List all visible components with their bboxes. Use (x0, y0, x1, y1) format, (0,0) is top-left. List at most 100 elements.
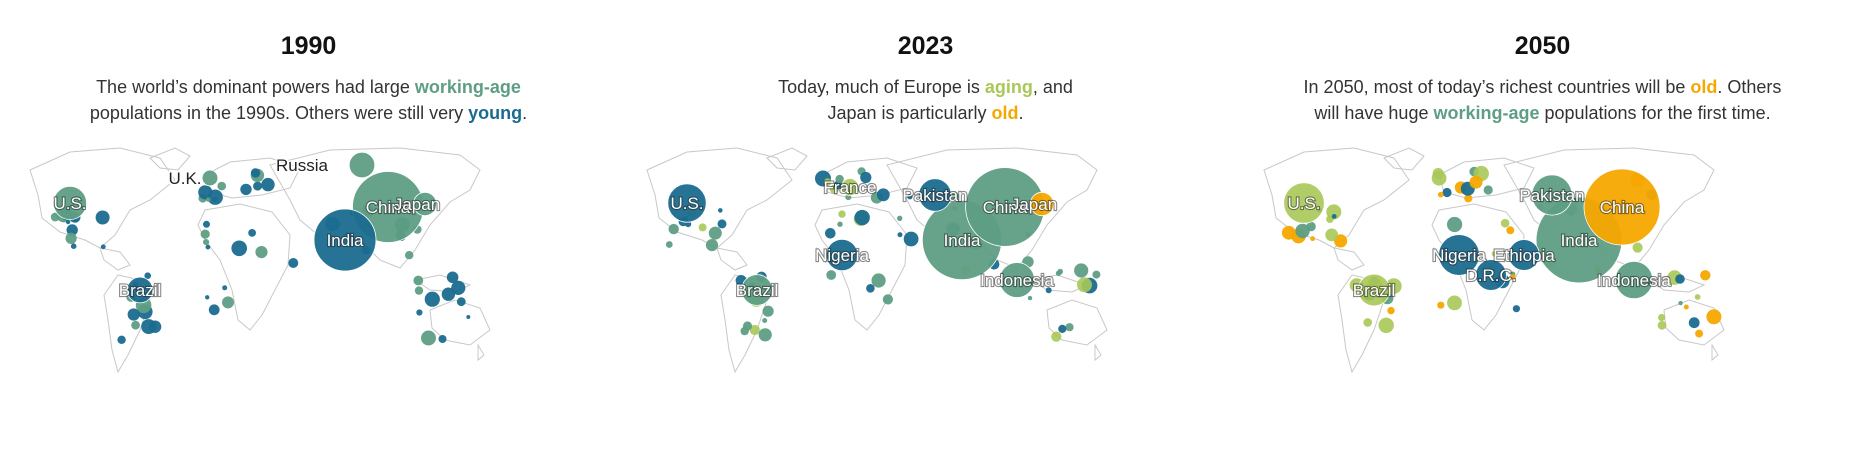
highlight-working-age: working-age (414, 77, 521, 97)
description-text: Japan is particularly (827, 103, 992, 123)
land-outline (1046, 299, 1108, 346)
country-bubble (421, 330, 436, 346)
country-bubble (835, 174, 844, 184)
country-bubble (405, 251, 414, 260)
country-bubble (1378, 317, 1394, 333)
country-bubble (414, 286, 424, 295)
description-line: will have huge working-age populations f… (1234, 100, 1851, 126)
land-outline (766, 147, 808, 171)
country-bubble (255, 246, 268, 259)
country-bubble (203, 239, 210, 246)
country-bubble (717, 219, 727, 229)
highlight-young: young (468, 103, 523, 123)
country-label: U.K. (168, 169, 201, 188)
country-bubble (1658, 313, 1666, 322)
country-bubble (718, 208, 723, 213)
country-bubble (1387, 306, 1395, 315)
description-text: . (522, 103, 528, 123)
country-bubble (1683, 304, 1689, 310)
panel-2050: 2050 In 2050, most of today’s richest co… (1234, 0, 1851, 472)
land-outline (1263, 147, 1410, 249)
country-bubble (876, 188, 890, 202)
country-bubble (897, 215, 903, 221)
country-label: U.S. (1287, 194, 1320, 213)
country-label: Japan (1011, 195, 1057, 214)
country-bubble-india (313, 208, 377, 272)
description-text: Today, much of Europe is (778, 77, 985, 97)
country-bubble (416, 309, 423, 316)
panel-description: In 2050, most of today’s richest countri… (1234, 74, 1851, 126)
country-bubble (212, 196, 218, 202)
country-bubble (1447, 295, 1462, 311)
country-bubble (1432, 168, 1444, 180)
country-bubble (1051, 331, 1062, 342)
country-bubble (882, 294, 893, 305)
description-text: The world’s dominant powers had large (96, 77, 415, 97)
world-outline (29, 147, 491, 374)
country-bubble (198, 185, 213, 200)
country-bubble (866, 284, 875, 293)
highlight-old: old (991, 103, 1019, 123)
country-bubble (668, 223, 679, 235)
country-label: China (1600, 198, 1645, 217)
country-bubble (698, 223, 707, 232)
country-bubble (825, 228, 836, 239)
country-bubble (762, 318, 768, 323)
country-bubble (1092, 270, 1101, 279)
country-bubble (1506, 226, 1515, 235)
country-bubble-pakistan (918, 178, 952, 212)
country-bubble (854, 209, 870, 226)
country-bubble (288, 258, 299, 268)
country-bubble (127, 308, 140, 321)
country-bubble (95, 210, 110, 225)
description-text: . Others (1717, 77, 1782, 97)
country-bubble (705, 239, 719, 252)
country-label: Indonesia (980, 271, 1054, 290)
country-bubble (1510, 274, 1516, 280)
land-outline (149, 147, 191, 171)
country-bubble (222, 285, 228, 291)
country-bubble (1325, 228, 1339, 242)
country-bubble (860, 171, 872, 184)
land-outline (477, 343, 485, 362)
description-line: In 2050, most of today’s richest countri… (1234, 74, 1851, 100)
country-bubble (1464, 194, 1473, 203)
country-bubble (1326, 215, 1334, 223)
country-bubble-brazil (1357, 273, 1391, 307)
country-bubble (897, 232, 903, 238)
country-bubble (826, 270, 837, 280)
country-bubble (1447, 216, 1463, 233)
country-bubble-japan (1029, 191, 1055, 217)
country-bubble (1331, 214, 1337, 219)
country-bubble (1058, 324, 1067, 333)
country-label: Pakistan (902, 186, 967, 205)
description-line: Today, much of Europe is aging, and (617, 74, 1234, 100)
land-outline (1094, 343, 1102, 362)
country-bubble (1700, 270, 1711, 281)
country-bubble-china (1583, 168, 1661, 246)
country-label: Indonesia (1597, 271, 1671, 290)
country-label: Ethiopia (1493, 246, 1555, 265)
country-label: Brazil (1353, 281, 1396, 300)
country-bubble-uk (201, 169, 219, 187)
country-label: France (824, 178, 877, 197)
country-bubble (1437, 301, 1445, 309)
panel-description: The world’s dominant powers had large wo… (0, 74, 617, 126)
country-bubble (1678, 300, 1683, 306)
country-bubble-us (667, 183, 707, 223)
land-outline (1383, 147, 1425, 171)
country-bubble (1632, 242, 1643, 253)
land-outline (1333, 247, 1365, 271)
description-line: Japan is particularly old. (617, 100, 1234, 126)
country-bubble-japan (412, 192, 437, 217)
country-label: Nigeria (815, 246, 869, 265)
country-bubble-pakistan (1531, 174, 1573, 216)
country-bubble (222, 296, 234, 309)
country-bubble (208, 304, 220, 316)
country-bubble (1500, 218, 1510, 228)
country-bubble (903, 231, 919, 247)
labeled-country-bubbles (53, 151, 437, 304)
land-outline (29, 147, 176, 249)
